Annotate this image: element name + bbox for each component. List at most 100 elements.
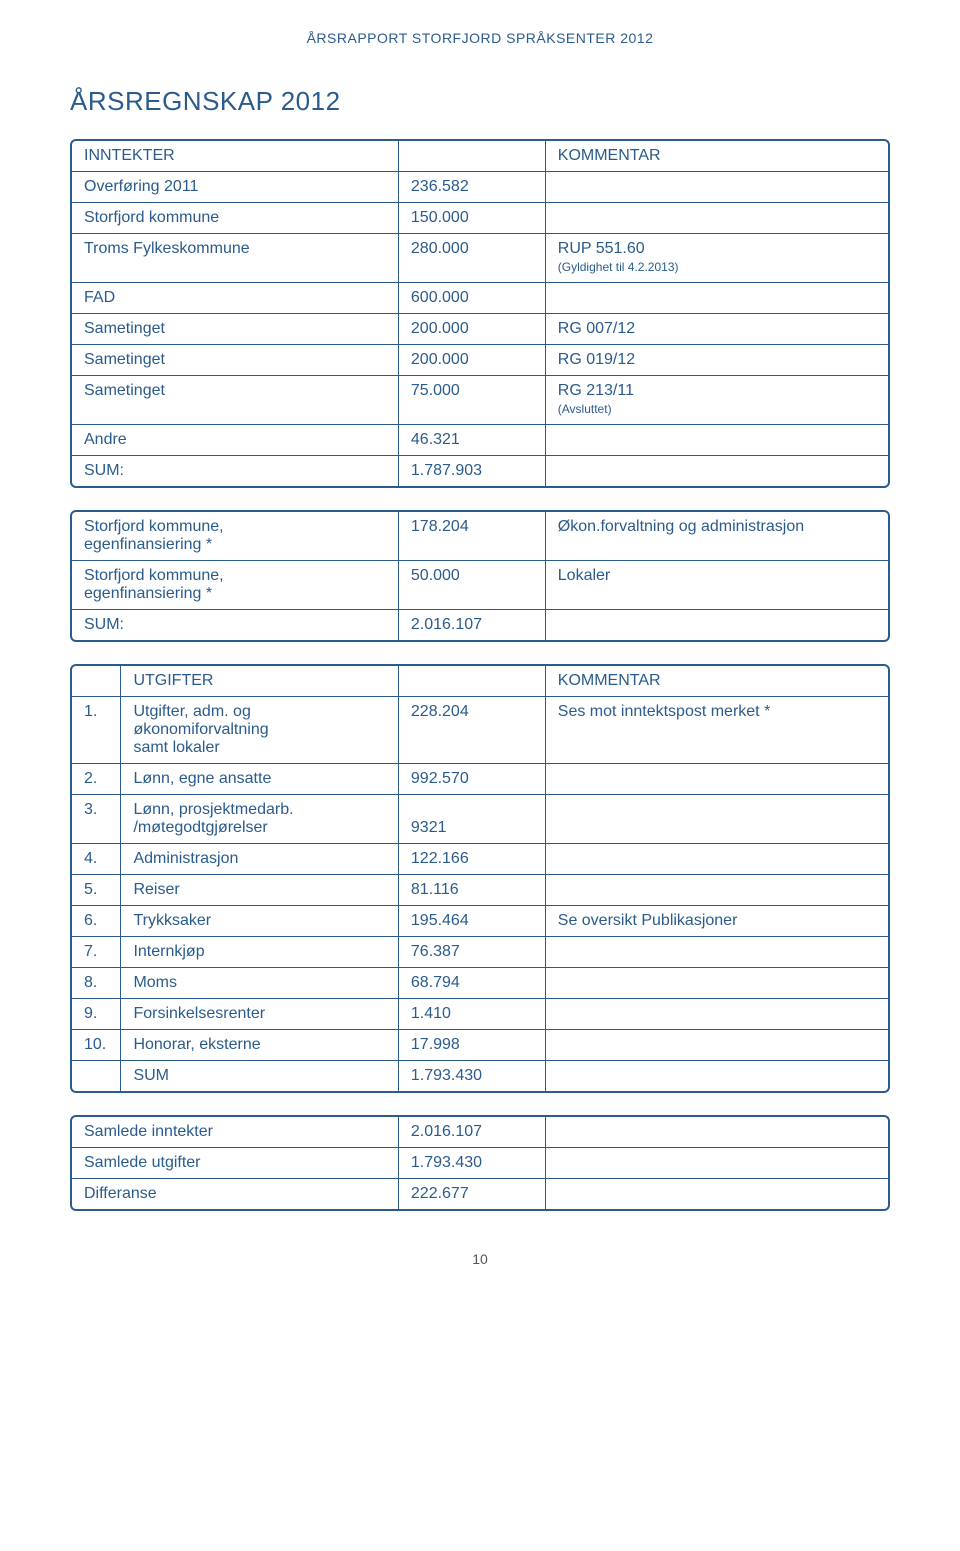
header-cell — [72, 666, 121, 697]
cell: Storfjord kommune — [72, 203, 398, 234]
cell — [545, 795, 888, 844]
cell: RUP 551.60 (Gyldighet til 4.2.2013) — [545, 234, 888, 283]
table-row: Storfjord kommune 150.000 — [72, 203, 888, 234]
table-row: Samlede inntekter 2.016.107 — [72, 1117, 888, 1148]
cell-text: samt lokaler — [133, 739, 219, 756]
cell — [545, 610, 888, 641]
cell: RG 213/11 (Avsluttet) — [545, 376, 888, 425]
cell: Samlede inntekter — [72, 1117, 398, 1148]
cell: Lokaler — [545, 561, 888, 610]
table-row: 8. Moms 68.794 — [72, 968, 888, 999]
table-sum-row: SUM 1.793.430 — [72, 1061, 888, 1092]
cell — [545, 999, 888, 1030]
table-row: Differanse 222.677 — [72, 1179, 888, 1210]
cell-text: økonomiforvaltning — [133, 721, 268, 738]
cell: Samlede utgifter — [72, 1148, 398, 1179]
cell — [545, 1148, 888, 1179]
cell — [545, 456, 888, 487]
cell: 5. — [72, 875, 121, 906]
table-row: SUM: 1.787.903 — [72, 456, 888, 487]
cell-text: egenfinansiering * — [84, 536, 212, 553]
cell: 9. — [72, 999, 121, 1030]
cell-subtext: (Avsluttet) — [558, 402, 612, 416]
header-cell — [398, 141, 545, 172]
table-header-row: UTGIFTER KOMMENTAR — [72, 666, 888, 697]
cell: 150.000 — [398, 203, 545, 234]
cell: Utgifter, adm. og økonomiforvaltning sam… — [121, 697, 398, 764]
egenfinansiering-table: Storfjord kommune, egenfinansiering * 17… — [70, 510, 890, 642]
cell: 1.787.903 — [398, 456, 545, 487]
cell: RG 007/12 — [545, 314, 888, 345]
cell: Forsinkelsesrenter — [121, 999, 398, 1030]
cell: 600.000 — [398, 283, 545, 314]
cell: 2.016.107 — [398, 610, 545, 641]
cell: 17.998 — [398, 1030, 545, 1061]
header-cell: KOMMENTAR — [545, 666, 888, 697]
cell: 1. — [72, 697, 121, 764]
cell: 992.570 — [398, 764, 545, 795]
cell: 9321 — [398, 795, 545, 844]
cell — [545, 937, 888, 968]
header-cell — [398, 666, 545, 697]
cell: SUM: — [72, 456, 398, 487]
cell-subtext: (Gyldighet til 4.2.2013) — [558, 260, 679, 274]
utgifter-table: UTGIFTER KOMMENTAR 1. Utgifter, adm. og … — [70, 664, 890, 1093]
cell: SUM: — [72, 610, 398, 641]
cell: Honorar, eksterne — [121, 1030, 398, 1061]
cell-text: egenfinansiering * — [84, 585, 212, 602]
cell: 222.677 — [398, 1179, 545, 1210]
cell-text: Storfjord kommune, — [84, 518, 224, 535]
table-row: 5. Reiser 81.116 — [72, 875, 888, 906]
table-row: Troms Fylkeskommune 280.000 RUP 551.60 (… — [72, 234, 888, 283]
cell: Trykksaker — [121, 906, 398, 937]
cell: 3. — [72, 795, 121, 844]
table-row: 3. Lønn, prosjektmedarb. /møtegodtgjørel… — [72, 795, 888, 844]
cell — [545, 875, 888, 906]
table-row: 9. Forsinkelsesrenter 1.410 — [72, 999, 888, 1030]
cell-text: Storfjord kommune, — [84, 567, 224, 584]
cell: 2.016.107 — [398, 1117, 545, 1148]
header-cell: KOMMENTAR — [545, 141, 888, 172]
table-row: Storfjord kommune, egenfinansiering * 50… — [72, 561, 888, 610]
cell: 6. — [72, 906, 121, 937]
cell — [545, 425, 888, 456]
cell — [545, 968, 888, 999]
cell: 195.464 — [398, 906, 545, 937]
cell: Storfjord kommune, egenfinansiering * — [72, 512, 398, 561]
table-row: 4. Administrasjon 122.166 — [72, 844, 888, 875]
cell: Lønn, egne ansatte — [121, 764, 398, 795]
cell: 200.000 — [398, 345, 545, 376]
inntekter-table: INNTEKTER KOMMENTAR Overføring 2011 236.… — [70, 139, 890, 488]
cell — [545, 764, 888, 795]
cell: 7. — [72, 937, 121, 968]
cell: 8. — [72, 968, 121, 999]
cell — [545, 203, 888, 234]
cell: Moms — [121, 968, 398, 999]
table-row: Overføring 2011 236.582 — [72, 172, 888, 203]
cell-text: RG 213/11 — [558, 382, 634, 399]
cell: Sametinget — [72, 314, 398, 345]
cell-text: Lønn, prosjektmedarb. — [133, 801, 293, 818]
header-cell: INNTEKTER — [72, 141, 398, 172]
cell — [72, 1061, 121, 1092]
cell: RG 019/12 — [545, 345, 888, 376]
cell: Reiser — [121, 875, 398, 906]
cell — [545, 1030, 888, 1061]
cell: 68.794 — [398, 968, 545, 999]
page-number: 10 — [70, 1251, 890, 1267]
cell: Økon.forvaltning og administrasjon — [545, 512, 888, 561]
cell: Andre — [72, 425, 398, 456]
cell: 75.000 — [398, 376, 545, 425]
cell — [545, 1117, 888, 1148]
table-row: Sametinget 200.000 RG 007/12 — [72, 314, 888, 345]
cell: 1.793.430 — [398, 1061, 545, 1092]
cell: Ses mot inntektspost merket * — [545, 697, 888, 764]
cell: SUM — [121, 1061, 398, 1092]
cell: 178.204 — [398, 512, 545, 561]
cell: 46.321 — [398, 425, 545, 456]
cell: Overføring 2011 — [72, 172, 398, 203]
table-row: FAD 600.000 — [72, 283, 888, 314]
cell-text: RUP 551.60 — [558, 240, 645, 257]
cell: 122.166 — [398, 844, 545, 875]
cell: 1.793.430 — [398, 1148, 545, 1179]
